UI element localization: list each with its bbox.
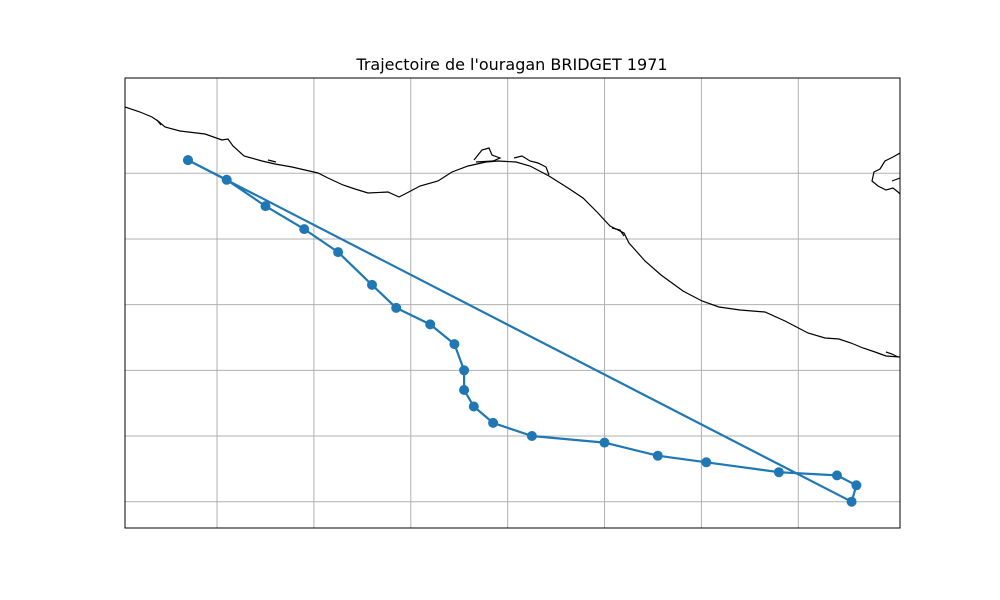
map-title: Trajectoire de l'ouragan BRIDGET 1971 — [355, 55, 667, 74]
graticule-gridlines — [125, 78, 900, 528]
track-point-18 — [832, 470, 842, 481]
track-point-21 — [183, 155, 193, 166]
track-line — [187, 159, 858, 503]
hurricane-track — [183, 155, 862, 507]
track-point-10 — [459, 385, 470, 395]
track-point-1 — [221, 174, 232, 185]
track-point-8 — [449, 339, 460, 350]
track-point-19 — [851, 480, 862, 491]
coastline-lagoon-marks — [156, 119, 899, 358]
track-point-11 — [468, 401, 479, 412]
track-point-20 — [846, 496, 857, 507]
track-point-3 — [299, 224, 310, 235]
track-point-5 — [367, 279, 377, 290]
track-point-9 — [459, 365, 470, 376]
track-point-16 — [701, 457, 712, 468]
track-point-12 — [488, 417, 499, 428]
track-point-2 — [260, 201, 271, 212]
track-point-17 — [773, 467, 784, 478]
plot-frame — [124, 77, 901, 529]
track-point-4 — [333, 247, 344, 258]
track-point-7 — [425, 319, 436, 330]
coastline-gulf-east — [871, 152, 900, 195]
track-point-13 — [526, 431, 537, 441]
track-point-14 — [599, 437, 610, 448]
coastline-mexico — [125, 106, 900, 358]
track-point-6 — [391, 302, 402, 313]
track-point-15 — [652, 450, 663, 461]
